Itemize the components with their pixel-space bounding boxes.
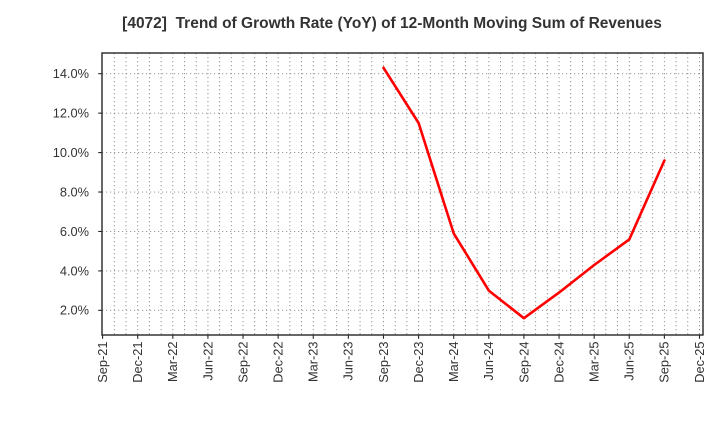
x-tick-label: Jun-24 bbox=[481, 342, 496, 381]
x-tick-label: Sep-21 bbox=[95, 342, 110, 383]
x-tick-label: Dec-21 bbox=[130, 342, 145, 383]
x-tick-label: Sep-22 bbox=[235, 342, 250, 383]
y-tick-label: 14.0% bbox=[53, 66, 89, 81]
y-tick-label: 10.0% bbox=[53, 145, 89, 160]
x-tick-label: Dec-22 bbox=[270, 342, 285, 383]
x-tick-label: Sep-25 bbox=[657, 342, 672, 383]
x-tick-label: Jun-25 bbox=[622, 342, 637, 381]
x-tick-label: Dec-23 bbox=[411, 342, 426, 383]
chart-title: [4072] Trend of Growth Rate (YoY) of 12-… bbox=[122, 15, 662, 32]
series-line bbox=[382, 66, 666, 320]
x-tick-label: Mar-22 bbox=[165, 342, 180, 383]
x-tick-label: Sep-23 bbox=[376, 342, 391, 383]
x-tick-label: Mar-25 bbox=[587, 342, 602, 383]
x-tick-label: Dec-25 bbox=[692, 342, 707, 383]
x-tick-label: Mar-23 bbox=[306, 342, 321, 383]
y-tick-label: 4.0% bbox=[60, 263, 89, 278]
x-tick-label: Jun-22 bbox=[200, 342, 215, 381]
y-tick-label: 6.0% bbox=[60, 224, 89, 239]
plot-border bbox=[101, 52, 704, 336]
x-tick-label: Dec-24 bbox=[551, 342, 566, 383]
x-tick-label: Jun-23 bbox=[341, 342, 356, 381]
y-tick-label: 12.0% bbox=[53, 106, 89, 121]
y-tick-label: 8.0% bbox=[60, 184, 89, 199]
x-tick-label: Mar-24 bbox=[446, 342, 461, 383]
y-tick-label: 2.0% bbox=[60, 303, 89, 318]
x-tick-label: Sep-24 bbox=[516, 342, 531, 383]
